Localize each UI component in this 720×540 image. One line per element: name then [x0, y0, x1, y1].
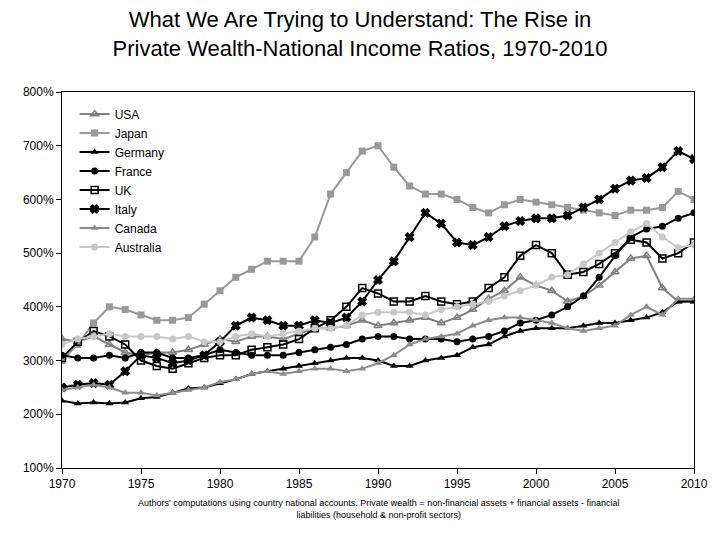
svg-text:Italy: Italy	[115, 203, 137, 217]
svg-text:2010: 2010	[681, 477, 708, 491]
svg-text:1990: 1990	[365, 477, 392, 491]
svg-text:France: France	[115, 165, 153, 179]
svg-text:300%: 300%	[23, 354, 54, 368]
svg-text:100%: 100%	[23, 461, 54, 475]
svg-text:600%: 600%	[23, 193, 54, 207]
svg-text:1970: 1970	[49, 477, 76, 491]
svg-text:1980: 1980	[207, 477, 234, 491]
svg-text:What We Are Trying to Understa: What We Are Trying to Understand: The Ri…	[113, 7, 608, 61]
svg-text:Authors' computations using co: Authors' computations using country nati…	[138, 498, 619, 520]
svg-text:1995: 1995	[444, 477, 471, 491]
svg-text:UK: UK	[115, 184, 132, 198]
svg-text:USA: USA	[115, 108, 140, 122]
svg-text:Canada: Canada	[115, 222, 157, 236]
svg-text:800%: 800%	[23, 85, 54, 99]
svg-text:Germany: Germany	[115, 146, 164, 160]
svg-text:2005: 2005	[602, 477, 629, 491]
svg-text:1985: 1985	[286, 477, 313, 491]
svg-text:400%: 400%	[23, 300, 54, 314]
svg-text:1975: 1975	[128, 477, 155, 491]
svg-text:200%: 200%	[23, 407, 54, 421]
svg-text:500%: 500%	[23, 246, 54, 260]
svg-text:700%: 700%	[23, 139, 54, 153]
svg-text:Japan: Japan	[115, 127, 148, 141]
svg-text:2000: 2000	[523, 477, 550, 491]
svg-text:Australia: Australia	[115, 241, 162, 255]
